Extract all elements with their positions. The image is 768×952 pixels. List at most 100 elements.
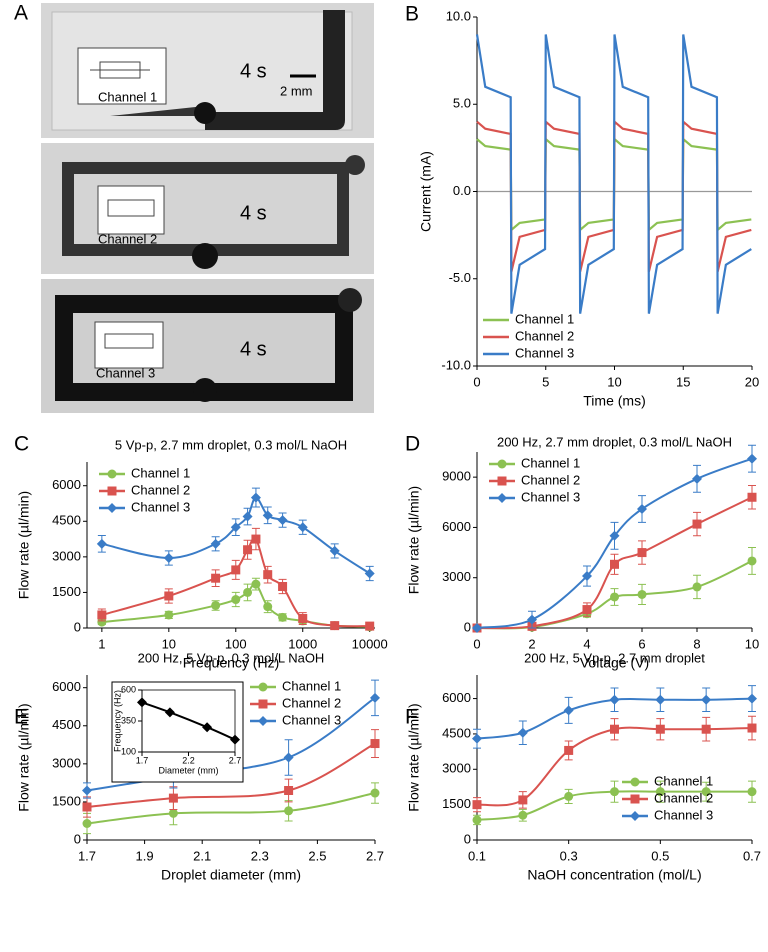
photo-frame: 4 s Channel 3 (41, 279, 374, 413)
y-tick-label: 6000 (442, 519, 471, 534)
legend-label: Channel 1 (131, 465, 190, 480)
marker (582, 605, 592, 615)
marker (330, 621, 340, 631)
marker (202, 722, 213, 733)
marker (637, 548, 647, 558)
y-tick-label: 350 (121, 715, 136, 725)
marker (637, 589, 647, 599)
marker (701, 724, 711, 734)
marker (283, 752, 294, 763)
marker (258, 699, 268, 709)
y-tick-label: 3000 (52, 755, 81, 770)
chart-title: 200 Hz, 2.7 mm droplet, 0.3 mol/L NaOH (497, 434, 732, 449)
y-tick-label: 1500 (52, 584, 81, 599)
marker (497, 459, 507, 469)
x-axis-label: Diameter (mm) (159, 765, 219, 775)
marker (472, 800, 482, 810)
marker (692, 473, 702, 484)
x-tick-label: 10 (162, 636, 176, 651)
y-axis-label: Flow rate (µl/min) (16, 491, 32, 599)
chart-title: 200 Hz, 5 Vp-p, 0.3 mol/L NaOH (138, 650, 325, 665)
y-tick-label: 100 (121, 746, 136, 756)
x-tick-label: 2 (528, 636, 535, 651)
y-tick-label: 9000 (442, 469, 471, 484)
marker (610, 559, 619, 569)
marker (518, 795, 528, 805)
marker (497, 493, 507, 503)
series-line (86, 742, 376, 808)
y-tick-label: 1500 (52, 793, 81, 808)
x-tick-label: 0 (473, 636, 480, 651)
marker (97, 610, 107, 620)
marker (82, 785, 92, 796)
channel-label: Channel 2 (98, 231, 157, 246)
marker (747, 556, 757, 566)
x-tick-label: 2.5 (308, 848, 326, 863)
marker (564, 791, 574, 801)
x-axis-label: Time (ms) (583, 393, 645, 409)
marker (472, 623, 482, 633)
marker (370, 739, 380, 749)
x-tick-label: 2.2 (182, 755, 195, 765)
chart-title: 200 Hz, 5 Vp-p, 2.7 mm droplet (524, 650, 705, 665)
x-tick-label: 2.7 (229, 755, 242, 765)
legend-label: Channel 1 (654, 773, 713, 788)
marker (211, 573, 221, 583)
marker (497, 476, 507, 486)
marker (243, 587, 253, 597)
legend-label: Channel 3 (654, 807, 713, 822)
marker (243, 545, 253, 555)
y-tick-label: 600 (121, 684, 136, 694)
y-tick-label: 0 (464, 831, 471, 846)
marker (364, 568, 375, 579)
marker (370, 788, 380, 798)
marker (164, 707, 175, 718)
legend-label: Channel 3 (521, 489, 580, 504)
legend-label: Channel 2 (282, 695, 341, 710)
channel-label: Channel 3 (96, 365, 155, 380)
y-tick-label: 1500 (442, 796, 471, 811)
marker (107, 469, 117, 479)
x-tick-label: 6 (638, 636, 645, 651)
marker (630, 811, 640, 821)
y-tick-label: 3000 (442, 569, 471, 584)
marker (231, 565, 241, 575)
marker (609, 694, 620, 705)
x-axis-label: Frequency (Hz) (183, 655, 279, 671)
marker (630, 794, 640, 804)
scale-bar-label: 2 mm (280, 83, 313, 98)
marker (564, 745, 574, 755)
inset-frame (111, 681, 244, 783)
marker (518, 810, 528, 820)
marker (263, 570, 273, 580)
y-tick-label: 4500 (52, 717, 81, 732)
x-tick-label: 10 (745, 636, 759, 651)
legend-label: Channel 2 (131, 482, 190, 497)
marker (655, 694, 666, 705)
marker (747, 693, 757, 704)
series-line (86, 792, 376, 825)
marker (655, 787, 665, 797)
marker (563, 705, 574, 716)
x-tick-label: 20 (745, 374, 759, 389)
legend-label: Channel 1 (282, 678, 341, 693)
marker (168, 808, 178, 818)
x-tick-label: 1.9 (136, 848, 154, 863)
x-tick-label: 15 (676, 374, 690, 389)
marker (701, 694, 712, 705)
x-tick-label: 0.3 (560, 848, 578, 863)
marker (692, 519, 702, 529)
series-line (141, 701, 236, 741)
marker (472, 733, 482, 744)
marker (97, 617, 107, 627)
x-tick-label: 1 (98, 636, 105, 651)
marker (230, 522, 241, 533)
y-tick-label: -5.0 (449, 270, 471, 285)
marker (297, 522, 308, 533)
marker (637, 503, 647, 514)
y-axis-label: Current (mA) (418, 151, 434, 232)
marker (609, 530, 620, 541)
panel-letter: B (405, 3, 419, 26)
x-tick-label: 0 (473, 374, 480, 389)
